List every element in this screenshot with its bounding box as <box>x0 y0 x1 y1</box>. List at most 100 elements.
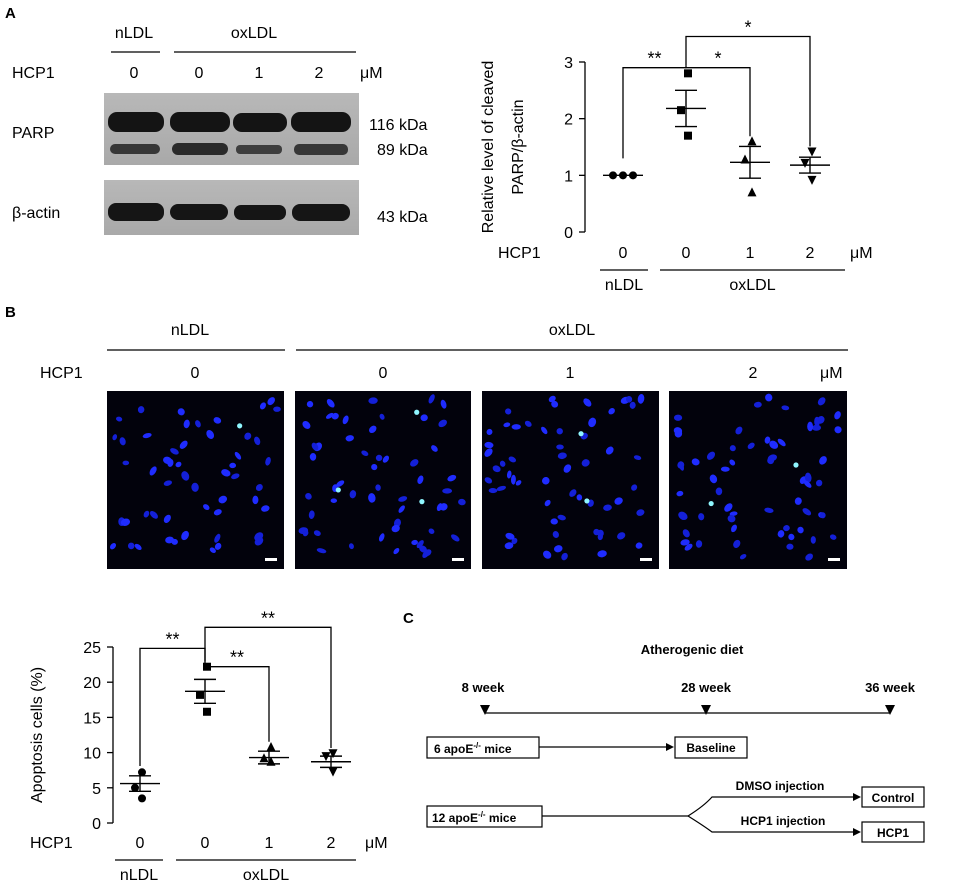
nucleus <box>214 533 221 543</box>
nucleus <box>120 518 131 526</box>
kda-116: 116 kDa <box>369 117 428 134</box>
nucleus <box>805 553 814 561</box>
nucleus <box>261 505 270 512</box>
significance-bracket <box>622 67 687 159</box>
data-point <box>740 154 750 164</box>
nucleus <box>122 460 130 466</box>
nucleus <box>209 547 216 554</box>
control-label: Control <box>872 791 915 805</box>
significance-bracket <box>204 658 270 742</box>
nucleus <box>167 458 174 467</box>
nucleus <box>524 420 532 427</box>
x-tick-label: 1 <box>265 835 274 852</box>
data-series <box>790 147 830 185</box>
nucleus <box>419 545 427 553</box>
kda-89: 89 kDa <box>377 142 428 159</box>
week-28-marker <box>701 705 711 715</box>
week-8-marker <box>480 705 490 715</box>
nucleus <box>143 510 150 518</box>
data-series <box>185 662 225 716</box>
micro-unit: μM <box>820 365 843 382</box>
nucleus <box>506 470 512 479</box>
nucleus <box>551 400 559 408</box>
nucleus <box>244 432 252 440</box>
nucleus <box>375 484 381 491</box>
diet-title: Atherogenic diet <box>641 642 744 657</box>
nucleus <box>505 532 515 540</box>
data-point <box>677 106 685 115</box>
data-point <box>609 171 617 180</box>
nucleus <box>747 442 755 450</box>
x-group-nldl: nLDL <box>120 867 158 880</box>
data-point <box>259 753 269 763</box>
nucleus <box>165 536 174 544</box>
nucleus <box>163 480 172 486</box>
nucleus <box>488 488 498 494</box>
nucleus <box>583 398 592 407</box>
nucleus <box>588 417 597 428</box>
nucleus <box>691 458 700 466</box>
data-series <box>249 741 289 766</box>
apoptotic-nucleus <box>793 462 799 468</box>
box-control <box>861 786 925 808</box>
nucleus <box>553 545 563 553</box>
micrographs: nLDL oxLDL HCP1 0 0 1 2 μM <box>40 322 848 569</box>
data-point <box>138 768 146 777</box>
nucleus <box>679 462 685 471</box>
dmso-label: DMSO injection <box>736 779 825 793</box>
nucleus <box>709 474 718 484</box>
nucleus <box>724 503 733 512</box>
nucleus <box>273 406 281 412</box>
x-tick-label: 2 <box>327 835 336 852</box>
nucleus <box>781 405 790 411</box>
nucleus <box>234 451 242 460</box>
nucleus <box>137 406 145 414</box>
week-36-marker <box>885 705 895 715</box>
nucleus <box>788 533 795 541</box>
nucleus <box>127 542 135 550</box>
nucleus <box>442 488 453 494</box>
nucleus <box>812 424 822 431</box>
nucleus <box>447 474 457 482</box>
nucleus <box>637 393 645 404</box>
nucleus <box>163 514 171 523</box>
arrow-to-control <box>687 796 855 817</box>
significance-bracket <box>139 647 206 766</box>
nucleus <box>348 543 354 550</box>
x-tick-label: 0 <box>682 245 691 262</box>
x-group-oxldl: oxLDL <box>729 277 775 294</box>
data-point <box>747 187 757 197</box>
nucleus <box>382 455 390 463</box>
nucleus <box>398 496 408 502</box>
nucleus <box>379 413 385 420</box>
study-design-schematic: Atherogenic diet 8 week 28 week 36 week … <box>426 642 925 843</box>
nucleus <box>371 463 378 471</box>
nucleus <box>229 462 237 469</box>
apoptotic-nucleus <box>584 498 590 504</box>
scale-bar <box>828 558 840 561</box>
nucleus <box>552 531 559 538</box>
nucleus <box>119 437 126 446</box>
nucleus <box>733 539 741 548</box>
y-axis-label: Apoptosis cells (%) <box>29 667 46 803</box>
blot-group-oxldl: oxLDL <box>231 25 277 42</box>
nucleus <box>605 446 614 455</box>
nucleus <box>764 436 771 444</box>
nucleus <box>325 412 334 419</box>
nucleus <box>331 412 339 420</box>
panel-a-letter: A <box>5 5 16 22</box>
data-point <box>328 767 338 777</box>
nucleus <box>265 456 271 466</box>
nucleus <box>543 550 552 559</box>
x-tick-label: 0 <box>136 835 145 852</box>
nucleus <box>221 469 231 477</box>
nucleus <box>834 411 841 420</box>
nucleus <box>797 526 804 534</box>
nucleus <box>183 419 190 429</box>
nucleus <box>342 415 349 425</box>
panel-c-letter: C <box>403 610 414 627</box>
significance-label: ** <box>647 49 661 69</box>
nucleus <box>375 454 383 462</box>
nucleus <box>398 505 405 513</box>
nucleus <box>440 399 447 409</box>
